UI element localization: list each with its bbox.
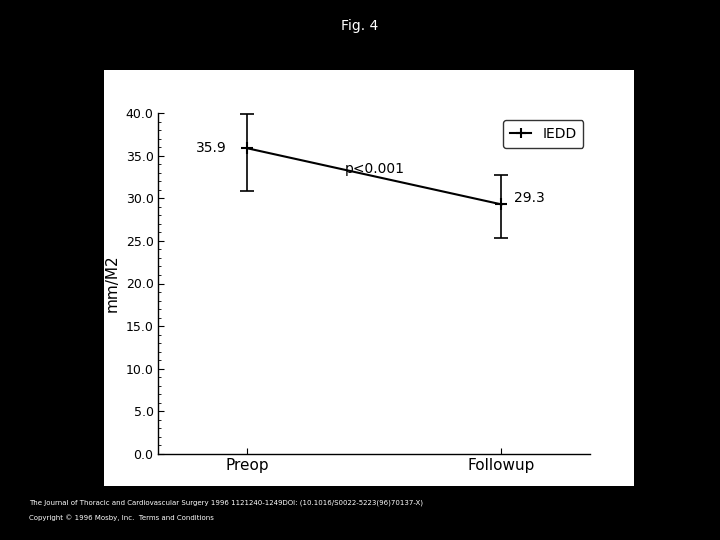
Y-axis label: mm/M2: mm/M2 <box>105 255 120 312</box>
Text: 29.3: 29.3 <box>514 192 545 205</box>
Text: Fig. 4: Fig. 4 <box>341 19 379 33</box>
Text: The Journal of Thoracic and Cardiovascular Surgery 1996 1121240-1249DOI: (10.101: The Journal of Thoracic and Cardiovascul… <box>29 500 423 506</box>
Legend: IEDD: IEDD <box>503 120 583 148</box>
Text: B: B <box>81 80 96 100</box>
Text: p<0.001: p<0.001 <box>344 162 405 176</box>
Text: 35.9: 35.9 <box>197 141 227 156</box>
Text: Copyright © 1996 Mosby, Inc.  Terms and Conditions: Copyright © 1996 Mosby, Inc. Terms and C… <box>29 514 214 521</box>
